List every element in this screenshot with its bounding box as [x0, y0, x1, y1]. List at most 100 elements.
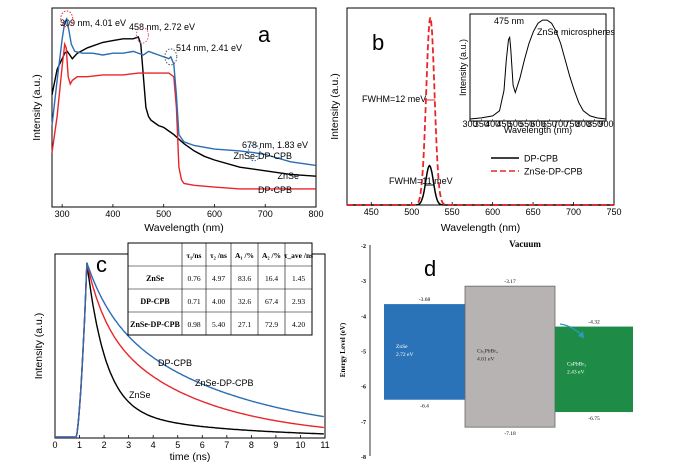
a-ylabel: Intensity (a.u.): [31, 74, 43, 141]
c-table-cell: DP-CPB: [140, 297, 170, 306]
d-level-label: -3.68: [419, 297, 431, 303]
a-xtick-label: 400: [105, 209, 120, 219]
c-table-header-cell: τ₂ /ns: [210, 251, 227, 260]
panel-a: a 300 400 500 600 700 800 Wavelength (nm) Inten…: [31, 7, 324, 234]
b-inset-xtick-label: 600: [530, 119, 545, 129]
c-table-cell: 0.98: [187, 320, 200, 329]
a-legend-entry: DP-CPB: [258, 185, 292, 195]
b-xtick-label: 700: [566, 207, 581, 217]
c-xtick-label: 10: [295, 440, 305, 450]
b-xlabel: Wavelength (nm): [441, 222, 521, 234]
a-xtick-label: 500: [156, 209, 171, 219]
d-ytick-label: -5: [361, 350, 366, 356]
b-inset-xtick-label: 550: [519, 119, 534, 129]
a-xtick-label: 600: [207, 209, 222, 219]
d-band-gap: 4.01 eV: [477, 357, 494, 363]
b-inset-line: [469, 19, 607, 120]
c-table-cell: ZnSe-DP-CPB: [130, 320, 180, 329]
d-ytick-label: -3: [361, 279, 366, 285]
b-inset-xtick-label: 350: [474, 119, 489, 129]
b-xtick-label: 550: [445, 207, 460, 217]
a-xlabel: Wavelength (nm): [144, 222, 224, 234]
b-inset-peak-label: 475 nm: [494, 16, 524, 26]
d-level-label: -4.32: [588, 320, 600, 326]
b-xtick-label: 500: [404, 207, 419, 217]
c-series-line: [55, 262, 324, 440]
c-table-cell: 0.71: [187, 297, 200, 306]
b-xtick-label: 650: [526, 207, 541, 217]
c-xtick-label: 3: [126, 440, 131, 450]
b-fwhm-annotation: FWHM=12 meV: [362, 94, 426, 104]
a-series-line: [51, 16, 317, 167]
b-fwhm-annotation: FWHM=11 meV: [389, 176, 453, 186]
a-annotation: 309 nm, 4.01 eV: [60, 18, 126, 28]
a-series-line: [51, 41, 316, 190]
d-transfer-arrowhead: [578, 331, 584, 338]
c-table-header-cell: A₂ /%: [262, 251, 281, 260]
c-table-header-cell: τ₁/ns: [187, 251, 202, 260]
d-band-material: ZnSe: [396, 344, 408, 350]
c-table-cell: 1.45: [292, 274, 305, 283]
c-curve-label: ZnSe: [129, 390, 151, 400]
a-xtick-label: 800: [308, 209, 323, 219]
d-level-label: -6.4: [420, 404, 429, 410]
c-table-cell: 16.4: [265, 274, 278, 283]
panel-c: c 0 1 2 3 4 5 6 7 8 9 10 11 time (ns) Intensity (a.u.…: [33, 242, 330, 463]
a-xtick-label: 700: [258, 209, 273, 219]
c-table-cell: 67.4: [265, 297, 278, 306]
b-inset-xtick-label: 450: [496, 119, 511, 129]
c-xtick-label: 2: [102, 440, 107, 450]
b-inset-xtick-label: 900: [598, 119, 613, 129]
b-inset-xtick-label: 750: [564, 119, 579, 129]
panel-d: d Vacuum -2 -3 -4 -5 -6 -7 -8 Energy Level (eV) Z…: [339, 239, 633, 461]
d-ytick-label: -4: [361, 314, 366, 320]
b-legend-entry: DP-CPB: [524, 154, 558, 164]
c-table-header-cell: τ_ave /ns: [284, 251, 313, 260]
b-legend-entry: ZnSe-DP-CPB: [524, 167, 583, 177]
d-ytick-label: -2: [361, 244, 366, 250]
d-band-gap: 2.72 eV: [396, 352, 413, 358]
c-table-cell: 32.6: [238, 297, 251, 306]
c-table-cell: 5.40: [212, 320, 225, 329]
a-legend-entry: ZnSe: [277, 171, 299, 181]
c-xtick-label: 11: [320, 440, 329, 450]
b-inset-xtick-label: 700: [553, 119, 568, 129]
c-xtick-label: 9: [273, 440, 278, 450]
d-ytick-label: -7: [361, 420, 366, 426]
c-table-cell: 4.20: [292, 320, 305, 329]
a-axes-frame: [51, 7, 317, 208]
d-ylabel: Energy Level (eV): [339, 322, 347, 377]
a-annotation-marker: [60, 10, 74, 28]
b-inset-xtick-label: 800: [576, 119, 591, 129]
c-xtick-label: 4: [151, 440, 156, 450]
b-inset-xtick-label: 850: [587, 119, 602, 129]
a-annotation-marker: [135, 26, 149, 44]
c-table-cell: 2.93: [292, 297, 305, 306]
d-band-block: [384, 304, 465, 400]
b-inset-xtick-label: 400: [485, 119, 500, 129]
d-band-block: [555, 326, 633, 413]
c-table-header-cell: A₁ /%: [235, 251, 254, 260]
d-level-label: -7.18: [504, 431, 516, 437]
a-xtick-label: 300: [55, 209, 70, 219]
c-xlabel: time (ns): [170, 451, 211, 463]
b-inset-xtick-label: 300: [462, 119, 477, 129]
b-inset-xlabel: Wavelength (nm): [504, 125, 572, 135]
a-annotation: 458 nm, 2.72 eV: [129, 22, 195, 32]
panel-label-b: b: [372, 30, 384, 55]
c-table-cell: 27.1: [238, 320, 251, 329]
c-table-cell: 72.9: [265, 320, 278, 329]
c-curve-label: ZnSe-DP-CPB: [195, 378, 254, 388]
c-table-cell: ZnSe: [146, 274, 164, 283]
b-xtick-label: 600: [485, 207, 500, 217]
a-series-line: [51, 35, 317, 177]
panel-label-a: a: [258, 22, 271, 47]
d-level-label: -6.75: [588, 416, 600, 422]
d-band-block: [464, 285, 556, 428]
a-annotation-marker: [247, 144, 261, 162]
b-inset-ylabel: Intensity (a.u.): [458, 39, 468, 96]
b-xtick-label: 450: [364, 207, 379, 217]
d-band-material: Cs₂PbBr₄: [477, 349, 498, 355]
